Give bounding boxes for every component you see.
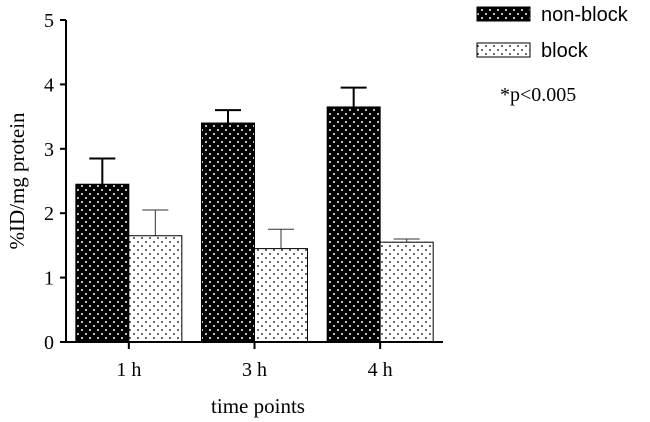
y-axis-ticks: 0 1 2 3 4 5 xyxy=(44,10,66,354)
y-tick-label: 0 xyxy=(44,332,54,354)
bar-non-block xyxy=(326,106,381,343)
bar-non-block xyxy=(75,183,130,343)
y-axis-label: %ID/mg protein xyxy=(5,112,29,250)
bar-block xyxy=(254,248,308,343)
legend-label-non-block: non-block xyxy=(541,4,629,26)
legend-swatch-block xyxy=(476,42,531,58)
legend: non-block block xyxy=(476,4,629,62)
bar-block xyxy=(379,241,434,343)
x-tick-label: 3 h xyxy=(242,359,267,381)
y-tick-label: 1 xyxy=(44,268,54,290)
bar-non-block xyxy=(201,122,255,343)
y-tick-label: 2 xyxy=(44,203,54,225)
bar-block xyxy=(128,235,183,343)
y-tick-label: 5 xyxy=(44,10,54,32)
y-tick-label: 4 xyxy=(44,74,54,96)
x-axis-ticks: 1 h 3 h 4 h xyxy=(116,342,393,381)
legend-swatch-non-block xyxy=(476,6,531,22)
plot-area xyxy=(75,86,434,343)
x-tick-label: 1 h xyxy=(116,359,141,381)
x-axis-label: time points xyxy=(211,394,305,418)
significance-annotation: *p<0.005 xyxy=(500,84,576,106)
y-tick-label: 3 xyxy=(44,139,54,161)
legend-label-block: block xyxy=(541,40,589,62)
x-tick-label: 4 h xyxy=(368,359,393,381)
